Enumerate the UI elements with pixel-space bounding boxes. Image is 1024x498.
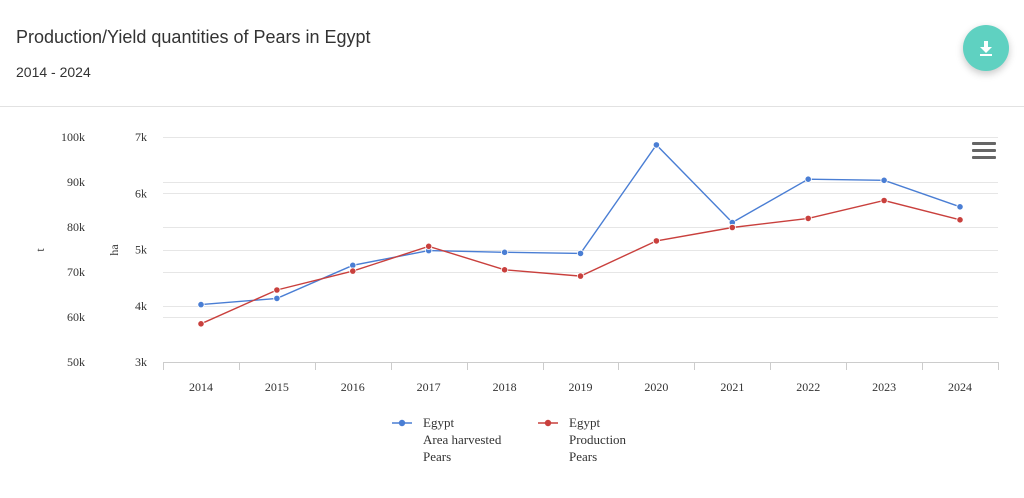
data-point xyxy=(728,223,736,232)
data-point xyxy=(500,248,509,256)
legend-marker xyxy=(398,419,406,427)
legend-label: Pears xyxy=(569,449,597,464)
x-tick-label: 2018 xyxy=(493,380,517,394)
t-axis-tick-label: 60k xyxy=(67,310,85,324)
ha-axis-tick-label: 3k xyxy=(135,355,147,369)
data-point xyxy=(500,266,509,274)
legend-label: Egypt xyxy=(423,415,454,430)
download-icon xyxy=(980,41,992,56)
data-point xyxy=(956,216,964,224)
legend-label: Egypt xyxy=(569,415,600,430)
x-tick-label: 2020 xyxy=(644,380,668,394)
data-point xyxy=(956,203,964,211)
download-button[interactable] xyxy=(963,25,1009,71)
data-point xyxy=(652,237,661,245)
t-axis-tick-label: 50k xyxy=(67,355,85,369)
data-point xyxy=(197,300,205,309)
chart-subtitle: 2014 - 2024 xyxy=(16,64,91,80)
data-point xyxy=(880,176,888,184)
t-axis-tick-label: 80k xyxy=(67,220,85,234)
t-axis-tick-label: 100k xyxy=(61,130,85,144)
data-point xyxy=(576,272,585,280)
data-point xyxy=(273,294,281,302)
ha-axis-tick-label: 5k xyxy=(135,243,147,257)
x-tick-label: 2024 xyxy=(948,380,972,394)
chart-header: Production/Yield quantities of Pears in … xyxy=(0,0,1024,107)
x-tick-label: 2016 xyxy=(341,380,365,394)
x-tick-label: 2023 xyxy=(872,380,896,394)
x-tick-label: 2022 xyxy=(796,380,820,394)
ha-axis-title: ha xyxy=(107,244,121,256)
data-point xyxy=(425,242,433,250)
ha-axis-tick-label: 6k xyxy=(135,186,147,200)
chart-title: Production/Yield quantities of Pears in … xyxy=(16,27,371,47)
data-point xyxy=(804,175,812,183)
t-axis-tick-label: 90k xyxy=(67,175,85,189)
legend-label: Area harvested xyxy=(423,432,502,447)
t-axis-title: t xyxy=(33,248,47,252)
t-axis-tick-label: 70k xyxy=(67,265,85,279)
hamburger-menu-icon[interactable] xyxy=(972,142,996,162)
ha-axis-tick-label: 4k xyxy=(135,299,147,313)
x-tick-label: 2019 xyxy=(569,380,593,394)
x-tick-label: 2017 xyxy=(417,380,441,394)
data-point xyxy=(804,214,812,222)
ha-axis-tick-label: 7k xyxy=(135,130,147,144)
legend-label: Pears xyxy=(423,449,451,464)
data-point xyxy=(349,267,357,275)
legend-marker xyxy=(544,419,552,427)
x-tick-label: 2015 xyxy=(265,380,289,394)
x-tick-label: 2021 xyxy=(720,380,744,394)
data-point xyxy=(273,286,281,294)
data-point xyxy=(576,249,585,257)
legend-label: Production xyxy=(569,432,627,447)
series-line xyxy=(200,199,961,325)
data-point xyxy=(652,141,661,149)
x-tick-label: 2014 xyxy=(189,380,213,394)
data-point xyxy=(197,320,205,328)
data-point xyxy=(880,196,888,205)
